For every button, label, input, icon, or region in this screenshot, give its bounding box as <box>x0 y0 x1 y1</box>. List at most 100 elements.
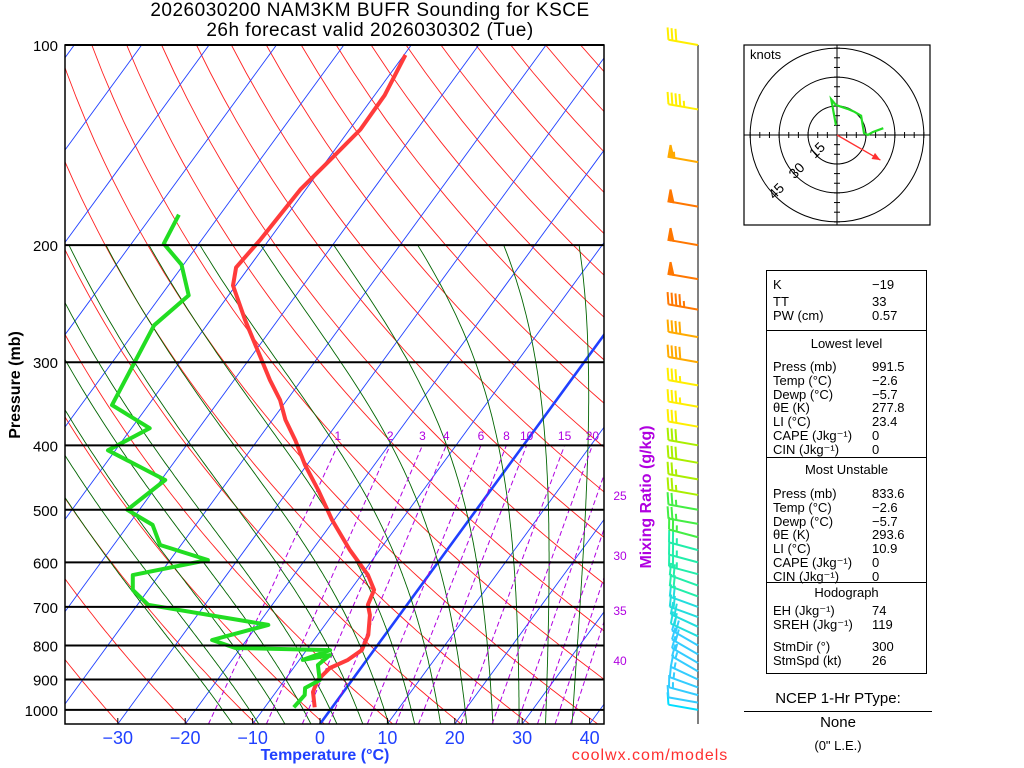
barb-full <box>670 320 674 333</box>
stat-value: 300 <box>872 639 894 654</box>
barb-full <box>674 320 678 334</box>
barb-staff <box>668 488 699 496</box>
dry-adiabat <box>231 45 604 493</box>
barb-staff <box>668 330 699 339</box>
mixing-ratio-label: 10 <box>520 429 534 443</box>
stat-label: Temp (°C) <box>773 372 832 388</box>
stat-value: 23.4 <box>872 414 898 430</box>
wind-barb <box>666 477 699 496</box>
stat-row: Press (mb) 833.6 <box>773 487 923 501</box>
barb-full <box>666 344 670 358</box>
wind-barb <box>667 261 699 281</box>
stat-value: 0 <box>872 568 880 584</box>
barb-full <box>674 410 678 423</box>
pressure-tick-label: 200 <box>33 238 58 255</box>
pressure-tick-label: 100 <box>33 38 58 55</box>
stat-value: −19 <box>872 277 895 292</box>
stat-label: K <box>773 277 782 292</box>
barb-flag <box>667 227 675 243</box>
barb-staff <box>671 655 699 673</box>
wind-barb <box>671 635 699 664</box>
storm-motion-vector <box>836 134 881 161</box>
pressure-tick-label: 700 <box>33 600 58 617</box>
barb-full <box>678 321 682 335</box>
hodograph-units: knots <box>750 47 782 62</box>
section-lowest-title: Lowest level <box>810 336 883 351</box>
x-axis-label: Temperature (°C) <box>261 747 390 764</box>
stats-panel: K −19 TT 33 PW (cm) 0.57 Lowest level Press… <box>766 270 927 674</box>
barb-full <box>674 293 678 306</box>
stat-k: K −19 <box>773 278 923 292</box>
stat-value: −5.7 <box>872 386 898 402</box>
stat-value: 26 <box>872 653 887 668</box>
chart-subtitle: 26h forecast valid 2026030302 (Tue) <box>206 20 534 41</box>
ptype-title: NCEP 1-Hr PType: <box>775 690 901 707</box>
isotherm <box>454 518 604 724</box>
barb-full <box>674 446 678 460</box>
plot-area <box>65 45 604 724</box>
barb-full <box>674 369 678 382</box>
chart-title: 2026030200 NAM3KM BUFR Sounding for KSCE <box>150 0 590 21</box>
wind-barb <box>668 554 699 576</box>
mixing-ratio-label: 1 <box>334 429 341 443</box>
dry-adiabat <box>196 45 604 538</box>
wind-barb <box>666 367 699 387</box>
dry-adiabat <box>65 333 393 724</box>
dry-adiabat <box>126 45 604 632</box>
stat-row: CIN (Jkg⁻¹) 0 <box>773 568 923 584</box>
dry-adiabat <box>65 658 120 724</box>
divider <box>767 582 926 583</box>
barb-full <box>670 92 674 105</box>
mixing-ratio-label: 8 <box>503 429 510 443</box>
mixing-ratio-label: 4 <box>443 429 450 443</box>
barb-full <box>669 611 675 624</box>
wind-barb <box>666 344 699 364</box>
mixing-ratio-line <box>516 473 604 724</box>
isotherm <box>65 45 345 428</box>
barb-full <box>674 429 678 442</box>
barb-staff <box>669 574 699 587</box>
x-tick-label: −10 <box>237 728 268 748</box>
pressure-tick-label: 600 <box>33 555 58 572</box>
hodograph <box>744 45 930 225</box>
stat-pw: PW (cm) 0.57 <box>773 309 923 323</box>
mixing-ratio-label: 6 <box>478 429 485 443</box>
barb-flag <box>667 144 675 159</box>
barb-full <box>671 635 677 649</box>
stat-label: CAPE (Jkg⁻¹) <box>773 555 853 570</box>
dry-adiabat <box>65 578 188 724</box>
wind-barb <box>668 542 699 564</box>
wind-barb <box>667 144 699 164</box>
dry-adiabat <box>65 497 257 724</box>
temperature-profile <box>231 53 408 708</box>
barb-staff <box>668 565 699 576</box>
wind-barb <box>666 684 699 704</box>
stat-row: CAPE (Jkg⁻¹) 0 <box>773 429 923 443</box>
barb-full <box>670 409 674 423</box>
stat-label: LI (°C) <box>773 541 811 557</box>
stat-label: EH (Jkg⁻¹) <box>773 603 835 618</box>
barb-staff <box>668 456 699 464</box>
wind-barb <box>666 492 699 511</box>
x-tick-label: 20 <box>445 728 465 748</box>
barb-staff <box>668 420 699 428</box>
wind-barb <box>666 409 699 428</box>
hodograph-trace <box>829 95 884 137</box>
barb-full <box>666 492 670 505</box>
wind-barb <box>671 644 699 673</box>
barb-flag <box>667 261 675 277</box>
stat-tt: TT 33 <box>773 295 923 309</box>
barb-staff <box>669 595 699 608</box>
dry-adiabat <box>265 45 604 448</box>
stat-row: StmSpd (kt) 26 <box>773 654 923 668</box>
mixing-ratio-line <box>460 445 566 724</box>
moist-adiabat <box>65 496 233 724</box>
barb-full <box>670 389 674 403</box>
stat-label: Dewp (°C) <box>773 513 834 529</box>
barb-full <box>666 367 670 381</box>
moist-adiabat <box>333 244 494 724</box>
barb-full <box>670 292 674 306</box>
moist-adiabat <box>199 244 442 724</box>
x-tick-label: −20 <box>170 728 201 748</box>
stat-value: 0.57 <box>872 308 898 323</box>
